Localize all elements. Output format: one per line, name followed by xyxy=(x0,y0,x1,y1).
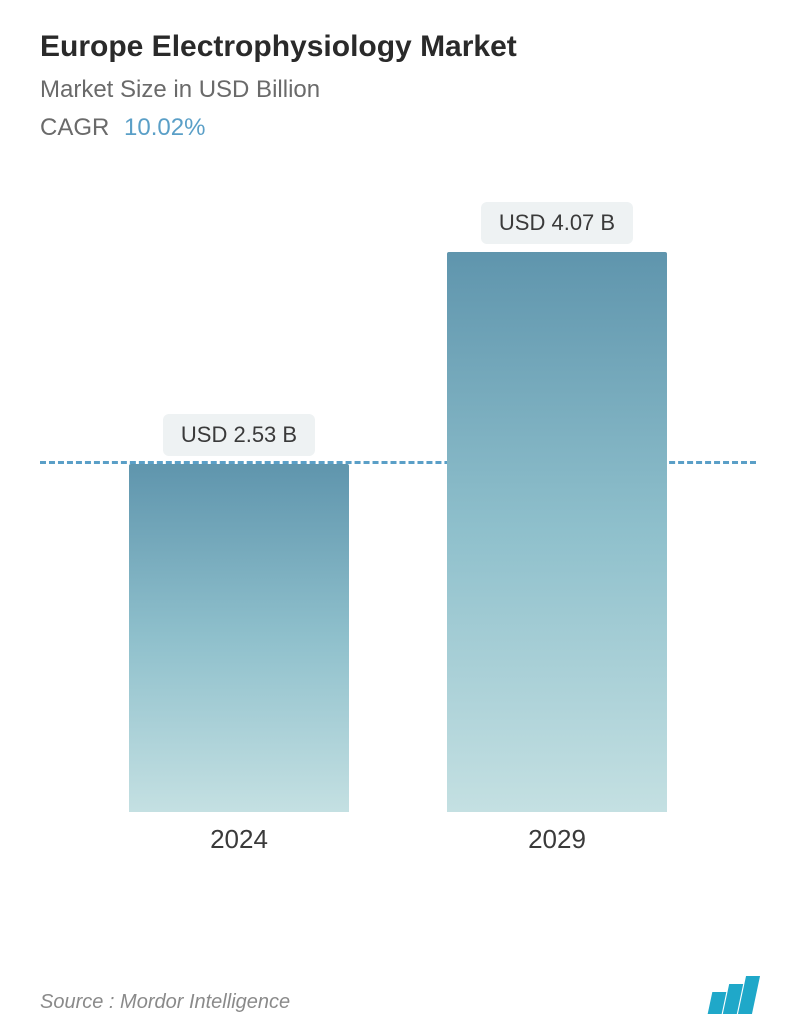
source-text: Source : Mordor Intelligence xyxy=(40,991,290,1014)
x-label-2029: 2029 xyxy=(447,824,667,855)
chart-container: Europe Electrophysiology Market Market S… xyxy=(0,0,796,1034)
x-label-2024: 2024 xyxy=(129,824,349,855)
bar-group-2029: USD 4.07 B xyxy=(447,202,667,812)
x-axis: 2024 2029 xyxy=(40,824,756,855)
brand-logo-icon xyxy=(710,976,756,1014)
bar-label-2029: USD 4.07 B xyxy=(481,202,633,244)
footer: Source : Mordor Intelligence xyxy=(40,976,756,1014)
chart-subtitle: Market Size in USD Billion xyxy=(40,76,756,104)
bar-group-2024: USD 2.53 B xyxy=(129,414,349,812)
cagr-value: 10.02% xyxy=(124,114,205,141)
chart-area: USD 2.53 B USD 4.07 B 2024 2029 xyxy=(40,192,756,872)
logo-bar-3 xyxy=(738,976,760,1014)
chart-title: Europe Electrophysiology Market xyxy=(40,30,756,64)
cagr-label: CAGR xyxy=(40,114,109,141)
bars-container: USD 2.53 B USD 4.07 B xyxy=(40,192,756,812)
cagr-line: CAGR 10.02% xyxy=(40,114,756,142)
bar-2024 xyxy=(129,464,349,812)
bar-2029 xyxy=(447,252,667,812)
bar-label-2024: USD 2.53 B xyxy=(163,414,315,456)
